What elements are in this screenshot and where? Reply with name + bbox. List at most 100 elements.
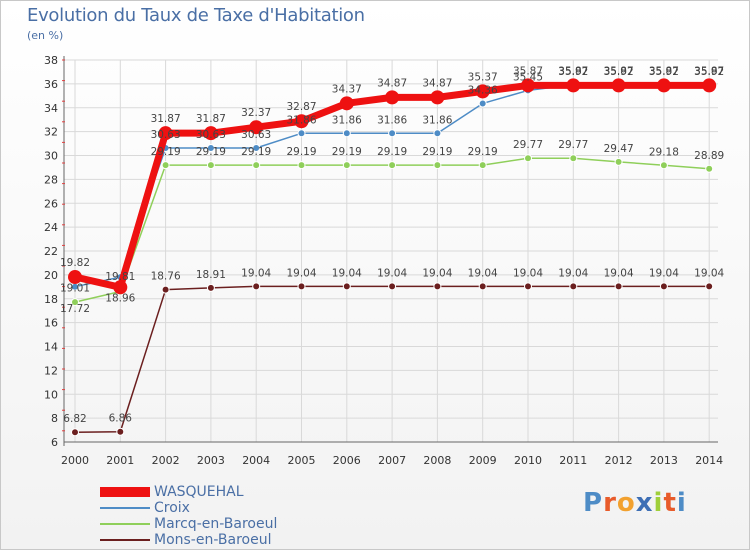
data-label: 35.37 (468, 71, 498, 83)
y-tick-label: 18 (44, 293, 58, 306)
data-label: 19.04 (649, 267, 679, 279)
data-point (566, 78, 581, 93)
data-label: 18.96 (105, 292, 135, 304)
data-label: 30.63 (196, 129, 226, 141)
data-point (388, 129, 397, 138)
data-label: 19.04 (513, 267, 543, 279)
legend-label: Croix (154, 500, 190, 516)
x-tick-label: 2002 (152, 454, 180, 467)
data-label: 29.19 (151, 146, 181, 158)
x-tick-label: 2003 (197, 454, 225, 467)
y-tick-label: 38 (44, 54, 58, 67)
data-label: 28.89 (694, 150, 724, 162)
x-tick-label: 2000 (61, 454, 89, 467)
chart-title: Evolution du Taux de Taxe d'Habitation (27, 5, 365, 26)
data-point (659, 282, 668, 291)
data-label: 29.19 (241, 146, 271, 158)
data-label: 29.19 (422, 146, 452, 158)
data-label: 31.86 (377, 114, 407, 126)
data-label: 19.82 (60, 257, 90, 269)
x-tick-label: 2009 (469, 454, 497, 467)
data-label: 18.76 (151, 271, 181, 283)
data-label: 32.37 (241, 107, 271, 119)
y-tick-label: 14 (44, 341, 58, 354)
data-label: 35.92 (694, 66, 724, 78)
data-point (569, 154, 578, 163)
data-label: 29.19 (332, 146, 362, 158)
legend-item: WASQUEHAL (100, 484, 330, 501)
data-label: 18.91 (196, 269, 226, 281)
data-point (203, 126, 218, 141)
data-label: 29.77 (513, 139, 543, 151)
legend-item: Croix (100, 500, 330, 517)
legend-swatch (100, 507, 150, 509)
x-tick-label: 2008 (423, 454, 451, 467)
x-tick-label: 2007 (378, 454, 406, 467)
data-point (705, 164, 714, 173)
x-tick-label: 2014 (695, 454, 723, 467)
data-point (252, 282, 261, 291)
data-point (430, 90, 445, 105)
data-point (611, 78, 626, 93)
data-point (478, 282, 487, 291)
data-label: 29.77 (558, 139, 588, 151)
data-label: 29.47 (604, 143, 634, 155)
data-point (478, 161, 487, 170)
data-point (342, 161, 351, 170)
data-label: 19.04 (604, 267, 634, 279)
data-label: 29.19 (286, 146, 316, 158)
data-label: 30.63 (241, 129, 271, 141)
x-tick-label: 2013 (650, 454, 678, 467)
data-label: 29.18 (649, 146, 679, 158)
y-tick-label: 26 (44, 197, 58, 210)
data-label: 6.82 (63, 413, 86, 425)
data-point (206, 161, 215, 170)
y-tick-label: 22 (44, 245, 58, 258)
data-label: 31.86 (332, 114, 362, 126)
x-tick-label: 2004 (242, 454, 270, 467)
data-point (294, 114, 309, 129)
y-tick-label: 20 (44, 269, 58, 282)
data-label: 30.63 (151, 129, 181, 141)
y-tick-label: 6 (51, 436, 58, 449)
data-label: 31.87 (196, 113, 226, 125)
y-tick-label: 16 (44, 317, 58, 330)
data-point (249, 120, 264, 135)
data-point (158, 126, 173, 141)
data-label: 31.86 (422, 114, 452, 126)
data-point (206, 143, 215, 152)
legend-swatch (100, 539, 150, 541)
data-point (339, 96, 354, 111)
y-tick-label: 8 (51, 412, 58, 425)
data-label: 29.19 (468, 146, 498, 158)
data-point (614, 282, 623, 291)
x-tick-label: 2006 (333, 454, 361, 467)
data-label: 19.04 (286, 267, 316, 279)
legend-item: Marcq-en-Baroeul (100, 516, 330, 533)
data-point (68, 270, 82, 285)
y-tick-label: 24 (44, 221, 58, 234)
legend-label: Mons-en-Baroeul (154, 532, 272, 548)
legend-item: Mons-en-Baroeul (100, 532, 330, 549)
data-point (388, 161, 397, 170)
data-label: 34.37 (332, 83, 362, 95)
data-label: 29.19 (196, 146, 226, 158)
x-tick-label: 2011 (559, 454, 587, 467)
data-label: 19.04 (558, 267, 588, 279)
x-tick-label: 2012 (605, 454, 633, 467)
y-tick-label: 34 (44, 102, 58, 115)
data-label: 19.04 (332, 267, 362, 279)
data-label: 34.36 (468, 84, 498, 96)
data-point (161, 161, 170, 170)
data-point (656, 78, 671, 93)
y-tick-label: 10 (44, 388, 58, 401)
data-point (433, 129, 442, 138)
data-point (478, 99, 487, 108)
x-tick-label: 2010 (514, 454, 542, 467)
data-point (206, 283, 215, 292)
unit-label: (en %) (27, 29, 64, 42)
data-point (475, 84, 490, 99)
data-label: 19.04 (377, 267, 407, 279)
data-point (705, 282, 714, 291)
